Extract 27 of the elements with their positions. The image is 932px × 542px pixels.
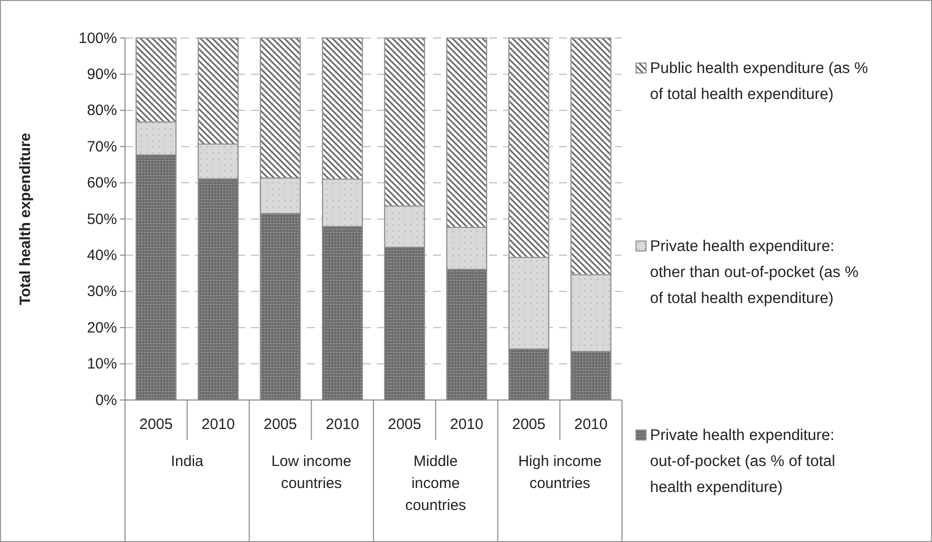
x-tick-label: 2005 <box>264 416 297 433</box>
text: Low income countries <box>271 453 352 492</box>
y-tick-label: 100% <box>78 30 117 47</box>
y-tick-label: 0% <box>95 392 117 409</box>
legend-label: Public health expenditure (as % of total health expenditure) <box>650 60 868 103</box>
text: India <box>170 453 204 470</box>
y-tick-label: 10% <box>86 356 117 373</box>
x-tick-label: 2010 <box>326 416 360 433</box>
y-tick-label: 90% <box>86 66 117 83</box>
y-tick-label: 70% <box>86 138 117 156</box>
y-tick-label: 30% <box>86 283 117 300</box>
text: Middle income countries <box>405 453 466 514</box>
legend-label: Private health expenditure: other than out-of-pocket (as % of total health expenditure) <box>650 238 859 307</box>
y-tick-label: 80% <box>86 102 117 120</box>
x-tick-label: 2010 <box>450 416 484 433</box>
legend-label: Private health expenditure: out-of-pocket (as % of total health expenditure) <box>650 427 836 496</box>
x-tick-label: 2010 <box>202 416 235 433</box>
y-tick-label: 50% <box>86 210 117 228</box>
x-tick-label: 2005 <box>139 416 173 433</box>
y-tick-label: 20% <box>86 319 117 336</box>
x-tick-label: 2005 <box>388 416 422 433</box>
text: High income countries <box>518 453 602 492</box>
y-tick-label: 60% <box>86 174 117 192</box>
y-tick-label: 40% <box>86 247 117 264</box>
x-tick-label: 2010 <box>574 416 608 433</box>
y-axis-title: Total health expenditure <box>17 132 34 306</box>
x-tick-label: 2005 <box>512 416 546 433</box>
